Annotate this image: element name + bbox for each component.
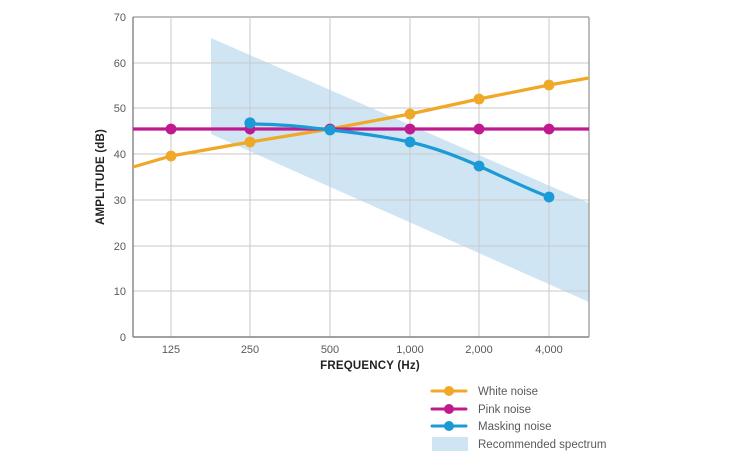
legend-label-masking-noise: Masking noise <box>478 421 552 433</box>
legend-marker-white-noise <box>444 386 454 396</box>
masking-noise-point-1000 <box>404 136 416 148</box>
y-axis-title: AMPLITUDE (dB) <box>95 129 107 225</box>
x-axis-title: FREQUENCY (Hz) <box>320 360 420 372</box>
x-tick-125: 125 <box>162 344 180 356</box>
white-noise-point-250 <box>244 136 256 148</box>
vertical-gridlines <box>170 17 550 337</box>
legend-item-recommended-spectrum[interactable]: Recommended spectrum <box>432 437 606 451</box>
pink-noise-point-4000 <box>543 123 555 135</box>
series-masking-noise <box>244 117 555 203</box>
legend-label-recommended-spectrum: Recommended spectrum <box>478 439 606 451</box>
white-noise-point-2000 <box>473 93 485 105</box>
white-noise-point-4000 <box>543 79 555 91</box>
legend-marker-masking-noise <box>444 421 454 431</box>
white-noise-line <box>133 76 589 169</box>
legend-marker-pink-noise <box>444 404 454 414</box>
masking-noise-point-500 <box>324 124 336 136</box>
x-tick-1000: 1,000 <box>396 344 424 356</box>
horizontal-gridlines <box>133 16 589 338</box>
y-tick-70: 70 <box>114 12 126 24</box>
y-axis-tick-labels: 0 10 20 30 40 50 60 70 <box>114 12 126 344</box>
y-tick-20: 20 <box>114 241 126 253</box>
legend-item-masking-noise[interactable]: Masking noise <box>430 421 552 433</box>
x-tick-500: 500 <box>321 344 339 356</box>
y-tick-40: 40 <box>114 149 126 161</box>
pink-noise-point-125 <box>165 123 177 135</box>
white-noise-point-125 <box>165 150 177 162</box>
y-tick-50: 50 <box>114 103 126 115</box>
legend-item-pink-noise[interactable]: Pink noise <box>430 404 531 416</box>
x-axis-tick-labels: 125 250 500 1,000 2,000 4,000 <box>162 344 563 356</box>
legend-item-white-noise[interactable]: White noise <box>430 386 538 398</box>
y-tick-60: 60 <box>114 58 126 70</box>
masking-noise-point-2000 <box>473 160 485 172</box>
band-polygon <box>211 38 589 302</box>
y-tick-10: 10 <box>114 286 126 298</box>
recommended-spectrum-band <box>211 38 589 302</box>
x-tick-250: 250 <box>241 344 259 356</box>
x-tick-4000: 4,000 <box>535 344 563 356</box>
pink-noise-point-1000 <box>404 123 416 135</box>
masking-noise-point-250 <box>244 117 256 129</box>
pink-noise-point-2000 <box>473 123 485 135</box>
y-tick-0: 0 <box>120 332 126 344</box>
y-tick-30: 30 <box>114 195 126 207</box>
legend-label-pink-noise: Pink noise <box>478 404 531 416</box>
legend-swatch-recommended-spectrum <box>432 437 468 451</box>
white-noise-point-1000 <box>404 108 416 120</box>
chart-legend: White noise Pink noise Masking noise Rec… <box>430 386 606 451</box>
masking-noise-point-4000 <box>543 191 555 203</box>
legend-label-white-noise: White noise <box>478 386 538 398</box>
x-tick-2000: 2,000 <box>465 344 493 356</box>
